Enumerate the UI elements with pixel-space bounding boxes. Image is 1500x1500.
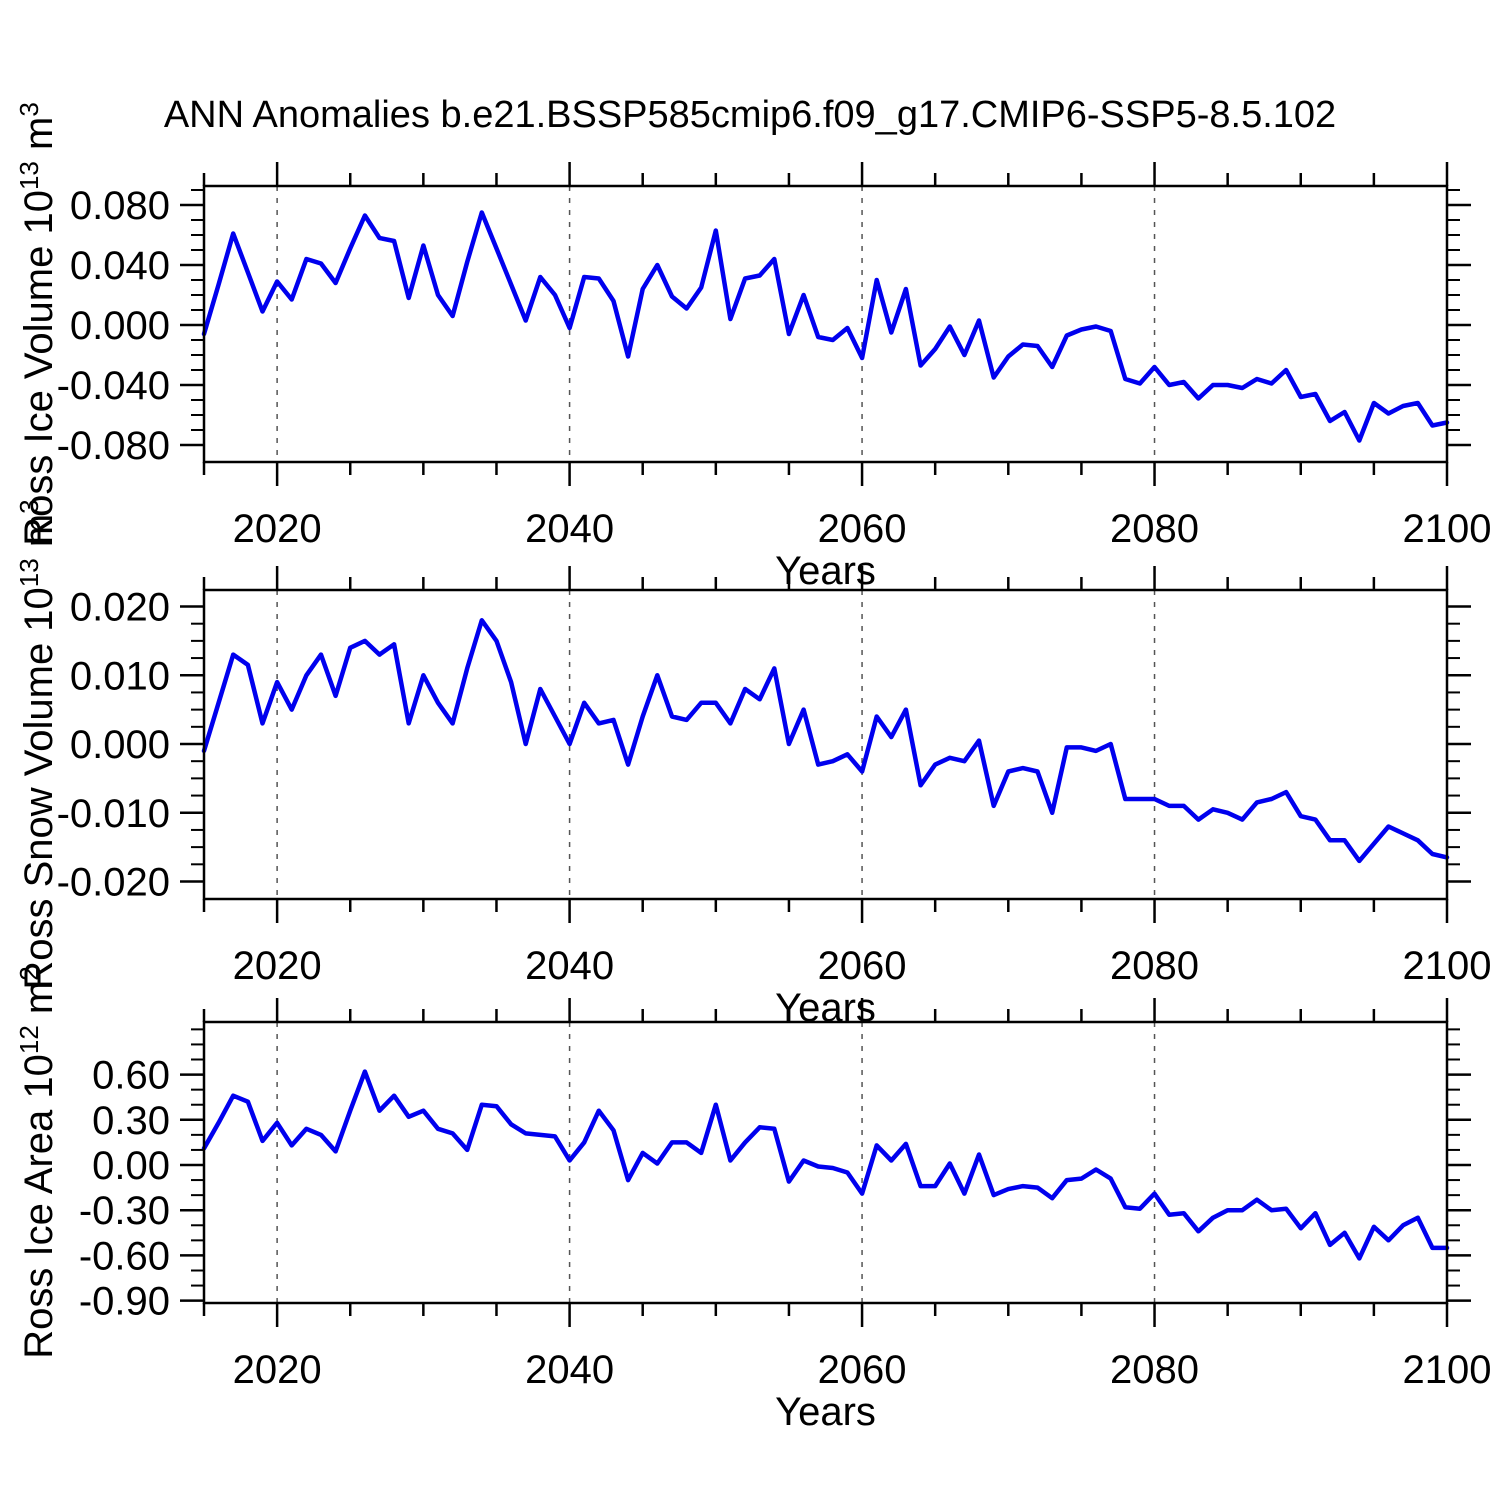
x-tick-label: 2020 [233, 507, 322, 551]
y-tick-label: 0.040 [70, 244, 170, 288]
y-tick-label: 0.30 [92, 1099, 170, 1143]
x-tick-label: 2060 [818, 1348, 907, 1392]
x-tick-label: 2060 [818, 944, 907, 988]
x-tick-label: 2080 [1110, 1348, 1199, 1392]
x-tick-label: 2080 [1110, 507, 1199, 551]
y-tick-label: -0.020 [57, 861, 170, 905]
x-tick-label: 2020 [233, 1348, 322, 1392]
y-tick-label: -0.080 [57, 424, 170, 468]
y-tick-label: 0.020 [70, 586, 170, 630]
y-axis-title: Ross Ice Volume 1013 m3 [14, 102, 61, 546]
y-tick-label: 0.010 [70, 654, 170, 698]
y-tick-label: 0.000 [70, 723, 170, 767]
y-tick-label: 0.00 [92, 1144, 170, 1188]
data-line-ross-ice-area [201, 1069, 1450, 1261]
x-tick-label: 2100 [1403, 944, 1492, 988]
y-tick-label: -0.040 [57, 364, 170, 408]
y-tick-label: 0.60 [92, 1054, 170, 1098]
data-line-ross-ice-volume [201, 210, 1450, 443]
x-tick-label: 2040 [525, 1348, 614, 1392]
panel-ross-ice-volume: 0.080 0.040 0.000 -0.040 -0.080 2020 2040 2060 2… [14, 102, 1491, 593]
x-tick-label: 2040 [525, 944, 614, 988]
x-tick-label: 2020 [233, 944, 322, 988]
y-tick-label: -0.60 [79, 1234, 170, 1278]
y-tick-label: -0.90 [79, 1280, 170, 1324]
x-tick-label: 2100 [1403, 1348, 1492, 1392]
y-tick-label: 0.000 [70, 304, 170, 348]
y-axis-title: Ross Ice Area 1012 m2 [14, 966, 61, 1358]
y-tick-label: 0.080 [70, 184, 170, 228]
y-tick-label: -0.30 [79, 1189, 170, 1233]
data-line-ross-snow-volume [201, 618, 1450, 864]
panel-ross-snow-volume: 0.020 0.010 0.000 -0.010 -0.020 2020 2040 2060 2… [14, 499, 1491, 1030]
x-tick-label: 2060 [818, 507, 907, 551]
x-axis-title: Years [775, 549, 876, 593]
plot-frame [202, 184, 1449, 464]
x-tick-label: 2040 [525, 507, 614, 551]
x-tick-label: 2100 [1403, 507, 1492, 551]
figure-title: ANN Anomalies b.e21.BSSP585cmip6.f09_g17… [163, 94, 1337, 136]
x-axis-title: Years [775, 1390, 876, 1434]
x-tick-label: 2080 [1110, 944, 1199, 988]
y-axis-title: Ross Snow Volume 1013 m3 [14, 499, 61, 989]
y-tick-label: -0.010 [57, 792, 170, 836]
plot-frame [202, 588, 1449, 901]
panel-ross-ice-area: 0.600.300.00-0.30-0.60-0.90 2020 2040 2060 2… [14, 966, 1491, 1434]
x-axis-title: Years [775, 986, 876, 1030]
plot-frame [202, 1020, 1449, 1305]
